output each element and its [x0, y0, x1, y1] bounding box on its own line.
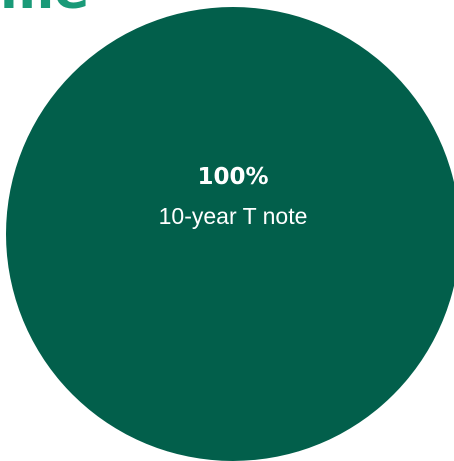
slice-value-label: 100% [197, 164, 268, 190]
pie-slice-0 [6, 7, 454, 461]
slice-category-label: 10-year T note [159, 203, 308, 229]
clipped-heading-fragment: me [0, 0, 89, 17]
pie-labels: 100% 10-year T note [159, 164, 308, 229]
pie-slices [6, 7, 454, 461]
